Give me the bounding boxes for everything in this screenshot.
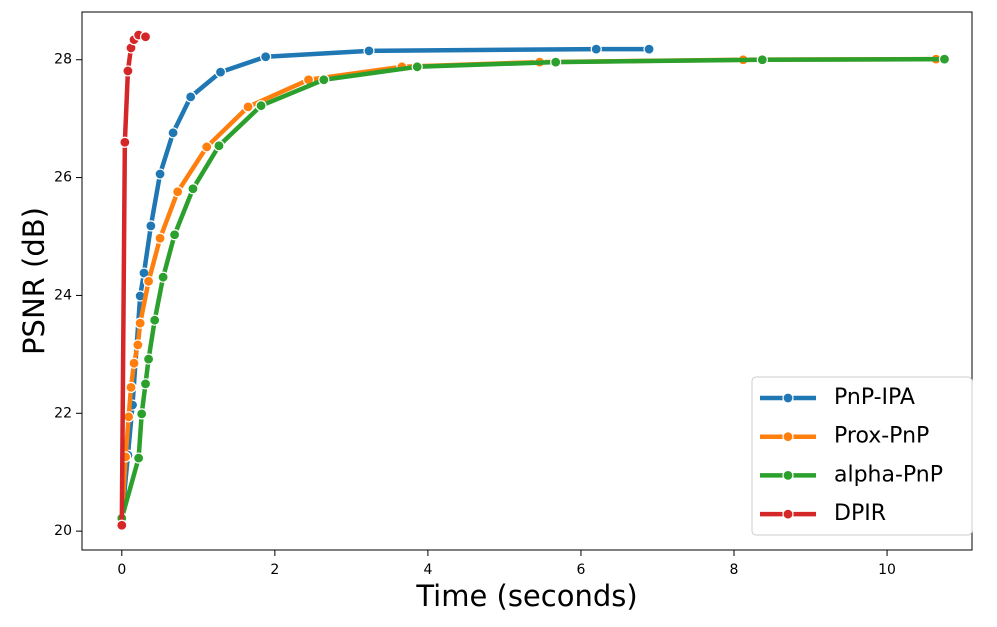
x-tick-label: 8 [730, 562, 739, 578]
legend-label: DPIR [834, 501, 886, 526]
data-point [756, 54, 768, 66]
x-tick-label: 2 [270, 562, 279, 578]
data-point [125, 381, 137, 393]
data-point [214, 66, 227, 78]
data-point [134, 317, 146, 329]
y-tick-label: 22 [54, 405, 72, 421]
data-point [119, 136, 131, 148]
x-tick-label: 10 [878, 562, 896, 578]
data-point [213, 140, 225, 152]
legend-marker [782, 431, 794, 443]
plot-marks [116, 29, 951, 531]
legend-box [751, 376, 973, 536]
data-point [145, 220, 157, 232]
data-point [123, 411, 135, 423]
legend-label: alpha-PnP [834, 462, 943, 487]
data-point [142, 353, 155, 365]
legend-label: PnP-IPA [834, 385, 915, 410]
data-point [136, 408, 148, 420]
y-tick-label: 28 [54, 52, 72, 68]
data-point [133, 452, 145, 464]
x-axis-label: Time (seconds) [415, 579, 637, 613]
x-tick-label: 6 [576, 562, 585, 578]
data-point [157, 271, 169, 283]
data-point [142, 275, 155, 287]
legend-marker [782, 392, 794, 404]
data-point [643, 43, 655, 55]
data-point [318, 74, 330, 86]
plot-frame [81, 11, 973, 551]
y-axis-label: PSNR (dB) [17, 207, 51, 355]
data-point [187, 183, 199, 195]
data-point [590, 43, 602, 55]
data-point [938, 53, 951, 65]
y-tick-label: 26 [54, 170, 72, 186]
data-point [116, 519, 128, 531]
data-point [122, 65, 134, 77]
x-tick-label: 4 [423, 562, 432, 578]
data-point [185, 91, 197, 103]
data-point [139, 31, 152, 43]
y-tick-label: 20 [54, 523, 72, 539]
data-point [154, 232, 166, 244]
series-line [119, 56, 945, 519]
data-point [201, 141, 213, 153]
series-line [119, 46, 650, 521]
legend-marker [782, 508, 794, 520]
data-point [167, 127, 179, 139]
data-point [255, 100, 267, 112]
data-point [139, 378, 152, 390]
data-point [242, 101, 254, 113]
x-tick-label: 0 [117, 562, 126, 578]
data-point [149, 314, 161, 326]
data-point [260, 51, 272, 63]
data-point [154, 168, 166, 180]
data-point [128, 357, 140, 369]
data-point [411, 61, 423, 73]
data-point [172, 186, 184, 198]
y-tick-label: 24 [54, 287, 72, 303]
data-point [550, 56, 562, 68]
data-point [363, 45, 375, 57]
legend-marker [782, 469, 794, 481]
data-point [132, 339, 144, 351]
legend-label: Prox-PnP [834, 424, 929, 449]
data-point [168, 229, 181, 241]
